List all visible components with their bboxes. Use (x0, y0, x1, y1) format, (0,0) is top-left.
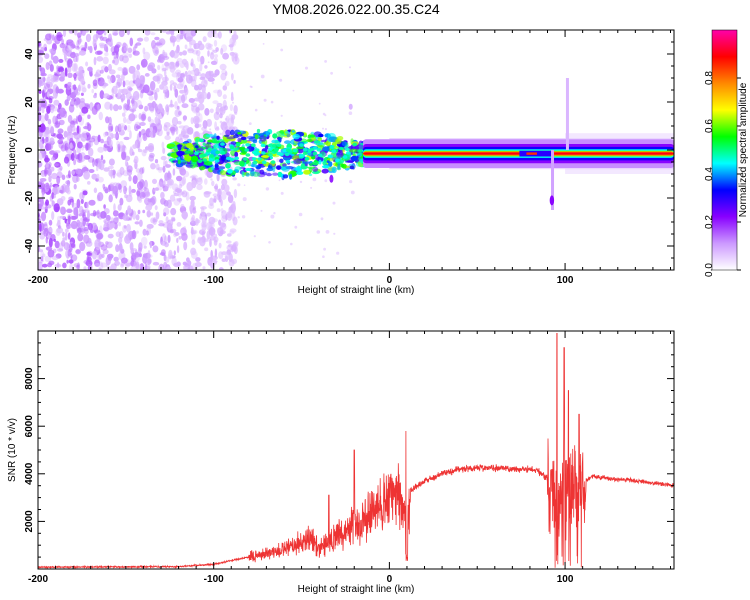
chart-title: YM08.2026.022.00.35.C24 (272, 1, 440, 17)
spectrogram-y-tick-label: -40 (24, 238, 35, 253)
snr-y-axis: 2000 4000 6000 8000 (24, 330, 674, 570)
spectrogram-band-layer (166, 78, 674, 210)
snr-x-tick-label: -100 (204, 574, 224, 585)
snr-y-tick-label: 2000 (24, 510, 35, 533)
colorbar-tick-label: 0.2 (704, 215, 715, 229)
colorbar-tick-label: 0.6 (704, 119, 715, 133)
snr-x-label: Height of straight line (km) (298, 584, 415, 595)
colorbar-tick-label: 0.4 (704, 167, 715, 181)
snr-x-axis: -200 -100 0 100 (28, 331, 671, 585)
snr-x-tick-label: 0 (387, 574, 393, 585)
spectrogram-y-tick-label: 40 (24, 48, 35, 60)
colorbar-gradient (712, 30, 737, 270)
colorbar-label: Normalized spectral amplitude (738, 82, 749, 217)
colorbar-tick-label: 0.8 (704, 71, 715, 85)
snr-line-group (38, 332, 674, 569)
snr-panel: -200 -100 0 100 2000 4000 6000 8000 Height of … (7, 330, 675, 595)
snr-y-tick-label: 8000 (24, 367, 35, 390)
colorbar-tick-label: 0.0 (704, 263, 715, 277)
colorbar-frame (711, 29, 738, 271)
spectrogram-x-tick-label: -200 (28, 275, 48, 286)
spectrogram-x-axis: -200 -100 0 100 (28, 30, 671, 286)
spectrogram-y-label: Frequency (Hz) (7, 116, 18, 185)
snr-y-label: SNR (10 * v/v) (7, 418, 18, 482)
spectrogram-x-label: Height of straight line (km) (298, 285, 415, 296)
spectrogram-y-tick-label: 0 (24, 147, 35, 153)
snr-y-tick-label: 4000 (24, 462, 35, 485)
spectrogram-x-tick-label: 0 (387, 275, 393, 286)
snr-y-tick-label: 6000 (24, 415, 35, 438)
snr-x-tick-label: -200 (28, 574, 48, 585)
spectrogram-x-tick-label: -100 (204, 275, 224, 286)
spectrogram-y-tick-label: 20 (24, 96, 35, 108)
spectrogram-x-tick-label: 100 (557, 275, 574, 286)
colorbar-ticks: 0.0 0.2 0.4 0.6 0.8 (704, 71, 741, 277)
colorbar: 0.0 0.2 0.4 0.6 0.8 Normalized spectral ampl… (704, 29, 749, 277)
spectrogram-y-axis: -40 -20 0 20 40 (24, 29, 674, 271)
snr-x-tick-label: 100 (557, 574, 574, 585)
snr-series-line (38, 332, 674, 569)
spectrogram-y-tick-label: -20 (24, 190, 35, 205)
